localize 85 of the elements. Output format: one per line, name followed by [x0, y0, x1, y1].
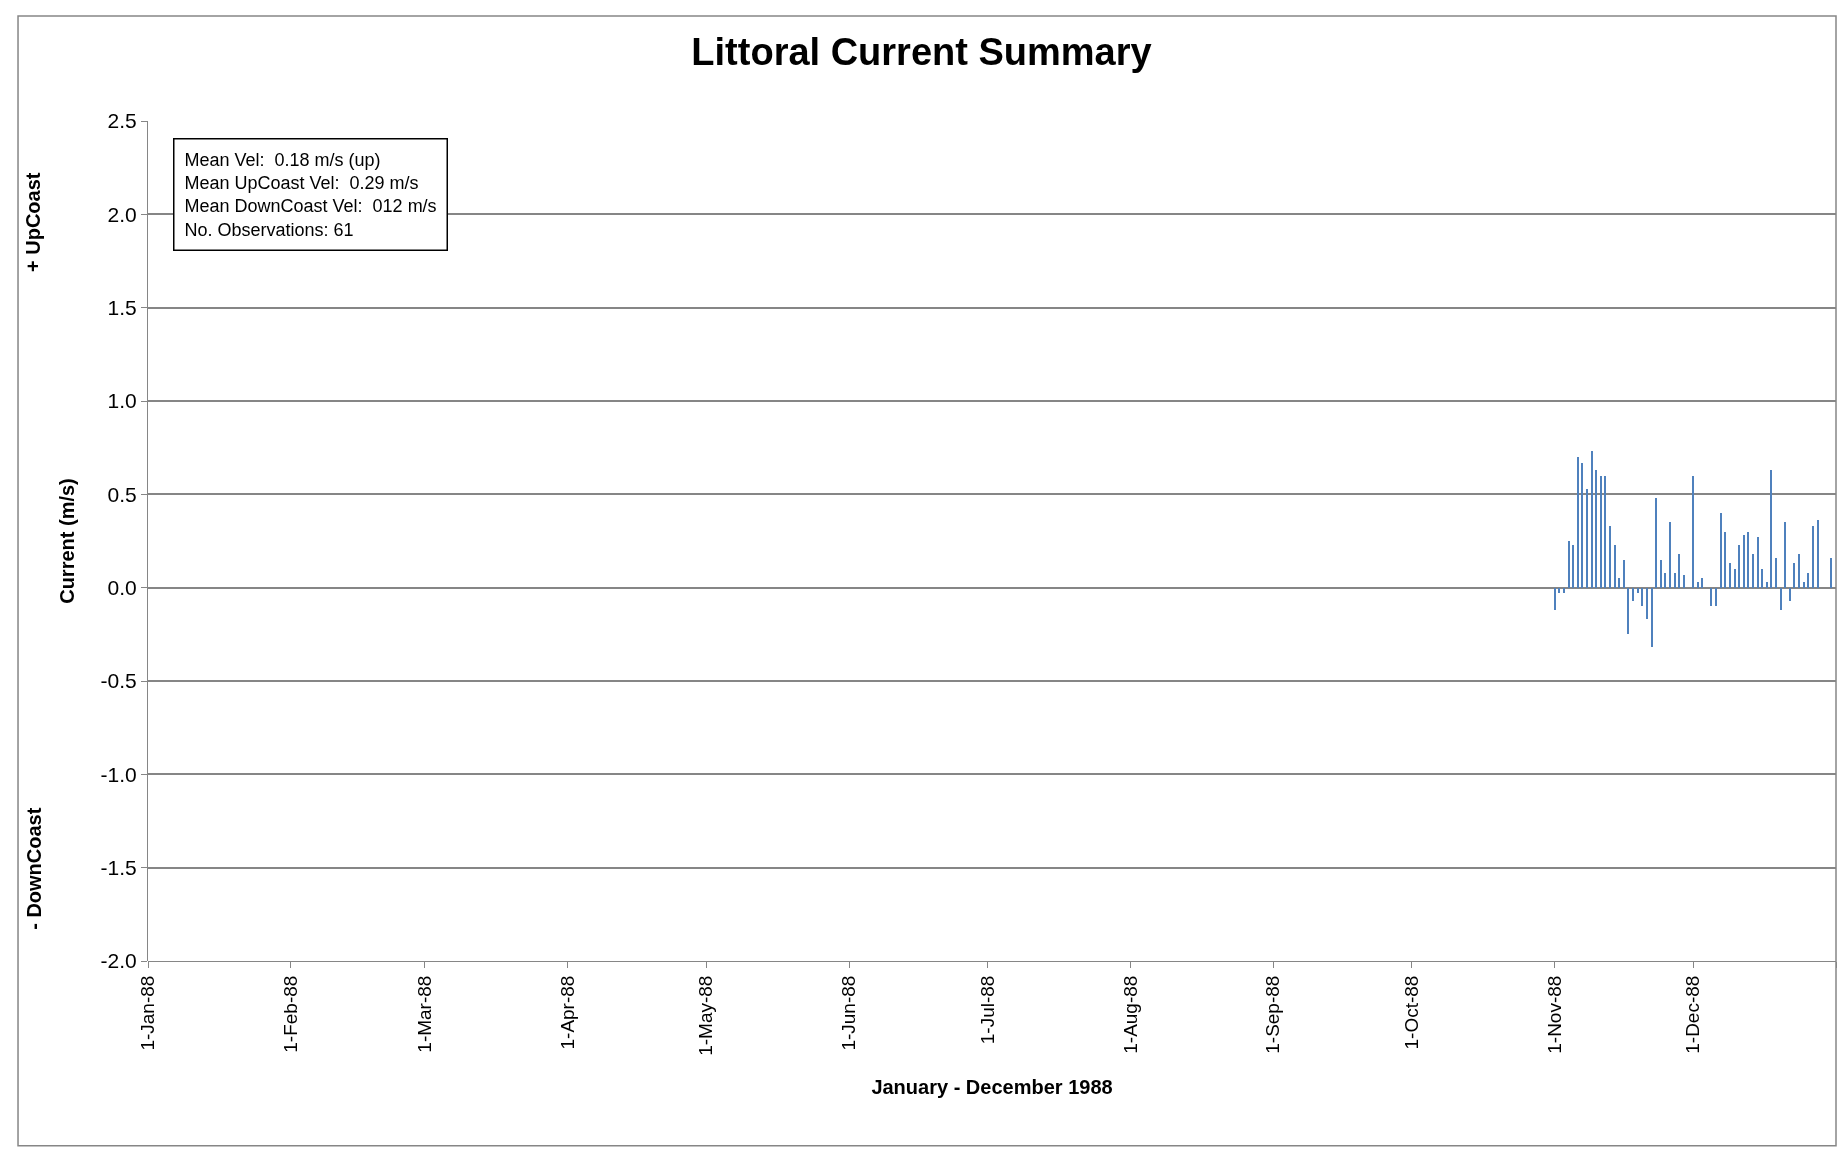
bar: [1591, 451, 1593, 588]
bar: [1720, 513, 1722, 588]
bar: [1558, 588, 1560, 593]
bar: [1554, 588, 1556, 610]
bar: [1563, 588, 1565, 593]
bar: [1595, 470, 1597, 588]
text: + UpCoast: [22, 172, 45, 273]
bar: [1701, 578, 1703, 588]
bar: [1766, 582, 1768, 588]
bar: [1757, 537, 1759, 588]
bar: [1664, 573, 1666, 588]
bar: [1581, 463, 1583, 588]
bar: [1697, 582, 1699, 588]
bar: [1627, 588, 1629, 634]
x-tick-label: 1-Nov-88: [1543, 975, 1565, 1054]
y-tick-label: -0.5: [100, 669, 137, 693]
bar: [1724, 532, 1726, 588]
y-tick-label: -1.0: [100, 762, 137, 786]
bar: [1743, 535, 1745, 588]
bar: [1710, 588, 1712, 606]
annotation: Mean Vel: 0.18 m/s (up) Mean UpCoast Vel: 0.29 m/s Mean DownCoast Vel: 012 m/s No. Observations: 61: [184, 149, 437, 240]
bar: [1674, 573, 1676, 588]
x-tick-label: 1-Sep-88: [1262, 975, 1284, 1054]
bar: [1798, 554, 1800, 588]
bar: [1572, 545, 1574, 588]
bar: [1780, 588, 1782, 610]
x-tick-label: 1-Apr-88: [556, 975, 578, 1050]
y-tick-label: -2.0: [100, 949, 137, 973]
bar: [1568, 541, 1570, 588]
x-axis-title: January - December 1988: [871, 1076, 1113, 1099]
bar: [1747, 532, 1749, 588]
bar: [1784, 522, 1786, 588]
bar: [1623, 560, 1625, 588]
bar: [1651, 588, 1653, 647]
bar: [1678, 554, 1680, 588]
y-axis-title: Current (m/s): [56, 478, 79, 604]
bar: [1614, 545, 1616, 588]
bar: [1586, 489, 1588, 588]
y-tick-label: 0.5: [107, 482, 137, 506]
bar: [1770, 470, 1772, 588]
x-tick-label: 1-Mar-88: [413, 975, 435, 1053]
text: - DownCoast: [22, 807, 45, 930]
bar: [1655, 498, 1657, 588]
bar: [1660, 560, 1662, 588]
bar: [1577, 457, 1579, 588]
y-tick-label: 1.0: [107, 389, 137, 413]
bar: [1604, 476, 1606, 588]
x-tick-label: 1-Aug-88: [1119, 975, 1141, 1054]
y-tick-label: 0.0: [107, 576, 137, 600]
x-tick-label: 1-May-88: [695, 975, 717, 1056]
bar: [1692, 476, 1694, 588]
x-tick-label: 1-Feb-88: [280, 975, 302, 1053]
bar: [1641, 588, 1643, 606]
bar: [1775, 558, 1777, 588]
y-tick-label: 2.5: [107, 109, 137, 133]
bar: [1738, 545, 1740, 588]
bar: [1609, 526, 1611, 588]
x-tick-label: 1-Jul-88: [976, 975, 998, 1045]
bar: [1761, 569, 1763, 588]
bar: [1789, 588, 1791, 601]
bar: [1729, 563, 1731, 588]
bar: [1715, 588, 1717, 606]
bar: [1734, 569, 1736, 588]
bar: [1752, 554, 1754, 588]
bar: [1817, 520, 1819, 588]
bar: [1830, 558, 1832, 588]
chart-title: Littoral Current Summary: [691, 31, 1152, 74]
y-tick-label: 2.0: [107, 202, 137, 226]
bar: [1669, 522, 1671, 588]
x-tick-label: 1-Jan-88: [137, 975, 159, 1051]
x-tick-label: 1-Dec-88: [1682, 975, 1704, 1054]
bar: [1793, 563, 1795, 588]
bar: [1812, 526, 1814, 588]
bar: [1683, 575, 1685, 588]
bar: [1632, 588, 1634, 601]
bar: [1600, 476, 1602, 588]
bar: [1618, 578, 1620, 588]
y-tick-label: 1.5: [107, 296, 137, 320]
x-tick-label: 1-Oct-88: [1400, 975, 1422, 1050]
bar: [1807, 573, 1809, 588]
x-tick-label: 1-Jun-88: [838, 975, 860, 1051]
y-tick-label: -1.5: [100, 856, 137, 880]
bar: [1803, 582, 1805, 588]
bar: [1646, 588, 1648, 619]
bar: [1637, 588, 1639, 593]
